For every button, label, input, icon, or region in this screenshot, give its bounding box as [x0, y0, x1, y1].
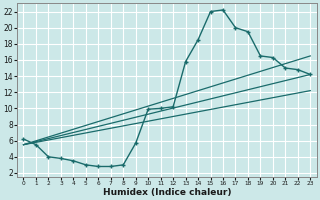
- X-axis label: Humidex (Indice chaleur): Humidex (Indice chaleur): [103, 188, 231, 197]
